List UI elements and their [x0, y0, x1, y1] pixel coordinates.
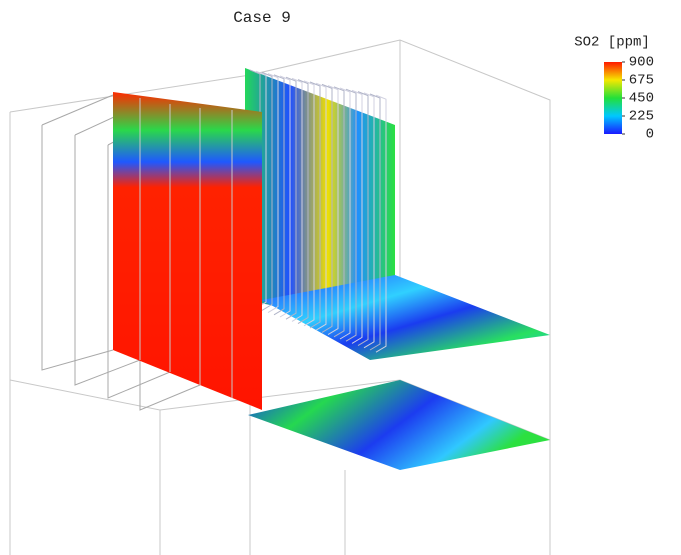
- colorbar-tick-label: 0: [646, 127, 654, 143]
- title: Case 9: [233, 9, 291, 27]
- colorbar: [604, 62, 622, 134]
- figure: Case 9 SO2 [ppm] 900 675 450 225 0: [0, 0, 681, 555]
- colorbar-tick-label: 900: [629, 55, 654, 71]
- colorbar-tick-label: 225: [629, 109, 654, 125]
- colorbar-label: SO2 [ppm]: [574, 35, 650, 51]
- colorbar-tick-label: 450: [629, 91, 654, 107]
- colorbar-tick-label: 675: [629, 73, 654, 89]
